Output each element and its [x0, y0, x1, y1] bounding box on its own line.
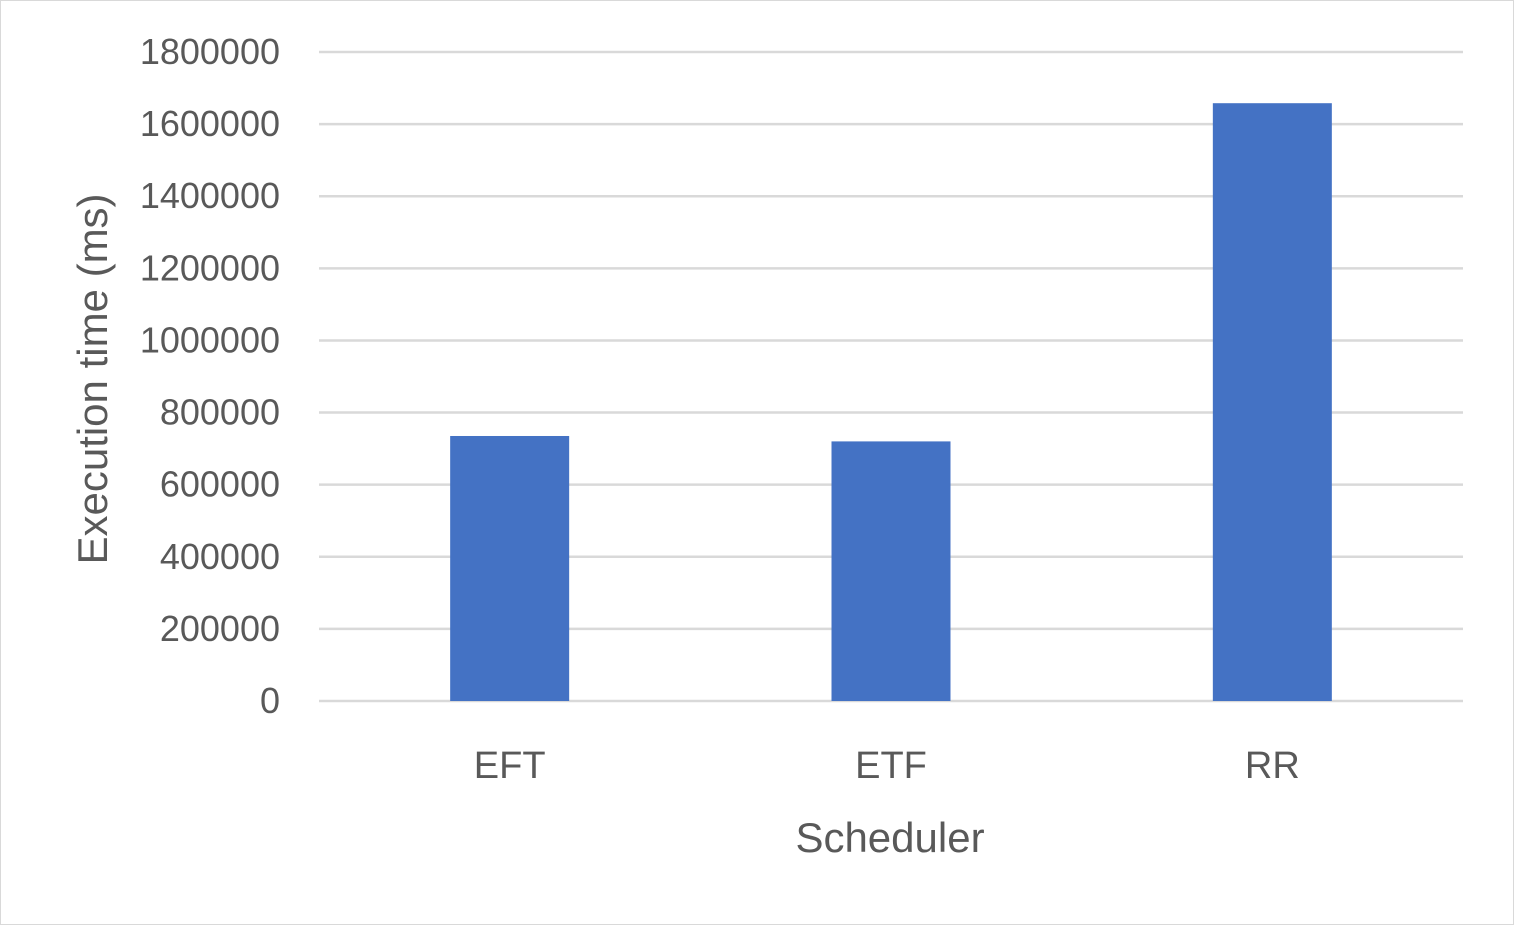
- x-axis-title: Scheduler: [795, 814, 984, 861]
- y-tick-label: 1600000: [140, 103, 280, 144]
- x-tick-label: RR: [1245, 745, 1300, 787]
- x-tick-label: EFT: [474, 745, 546, 787]
- bar-etf: [831, 441, 951, 701]
- x-axis-tick-labels: EFT ETF RR: [474, 745, 1300, 787]
- y-tick-label: 600000: [160, 464, 280, 505]
- y-tick-label: 1800000: [140, 31, 280, 72]
- bar-eft: [450, 435, 570, 701]
- y-tick-label: 0: [260, 680, 280, 721]
- y-tick-label: 800000: [160, 392, 280, 433]
- y-tick-label: 200000: [160, 608, 280, 649]
- bars: [450, 103, 1332, 701]
- y-axis-tick-labels: 0 200000 400000 600000 800000 1000000 1200000 1…: [140, 31, 280, 721]
- y-tick-label: 1000000: [140, 319, 280, 360]
- y-tick-label: 1200000: [140, 247, 280, 288]
- bar-rr: [1212, 103, 1332, 701]
- x-tick-label: ETF: [855, 745, 927, 787]
- y-tick-label: 400000: [160, 536, 280, 577]
- y-tick-label: 1400000: [140, 175, 280, 216]
- y-axis-title: Execution time (ms): [69, 193, 116, 564]
